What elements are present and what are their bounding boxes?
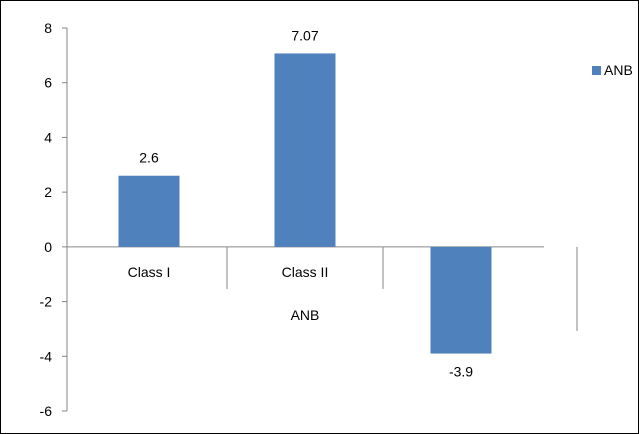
category-label: Class I <box>128 264 171 280</box>
data-label: 7.07 <box>291 27 318 43</box>
bar-class-iii <box>430 246 492 354</box>
legend-swatch-anb <box>592 66 601 75</box>
legend-label-anb: ANB <box>604 62 633 78</box>
y-tick-label: 6 <box>44 75 52 91</box>
y-tick-label: 0 <box>44 239 52 255</box>
y-tick-label: 2 <box>44 184 52 200</box>
y-tick-label: 4 <box>44 129 52 145</box>
y-tick-label: -2 <box>40 294 53 310</box>
data-label: 2.6 <box>139 150 159 166</box>
legend: ANB <box>592 62 633 78</box>
bars <box>118 53 492 354</box>
bar-class-ii <box>274 53 336 247</box>
group-label: ANB <box>291 307 320 323</box>
category-label: Class II <box>282 264 329 280</box>
y-tick-label: -6 <box>40 403 53 419</box>
data-labels: 2.6 7.07 -3.9 <box>139 27 473 379</box>
bar-class-i <box>118 175 180 247</box>
y-tick-label: -4 <box>40 348 53 364</box>
y-tick-label: 8 <box>44 20 52 36</box>
y-axis: -6 -4 -2 0 2 4 6 8 <box>40 20 68 419</box>
data-label: -3.9 <box>449 364 473 380</box>
